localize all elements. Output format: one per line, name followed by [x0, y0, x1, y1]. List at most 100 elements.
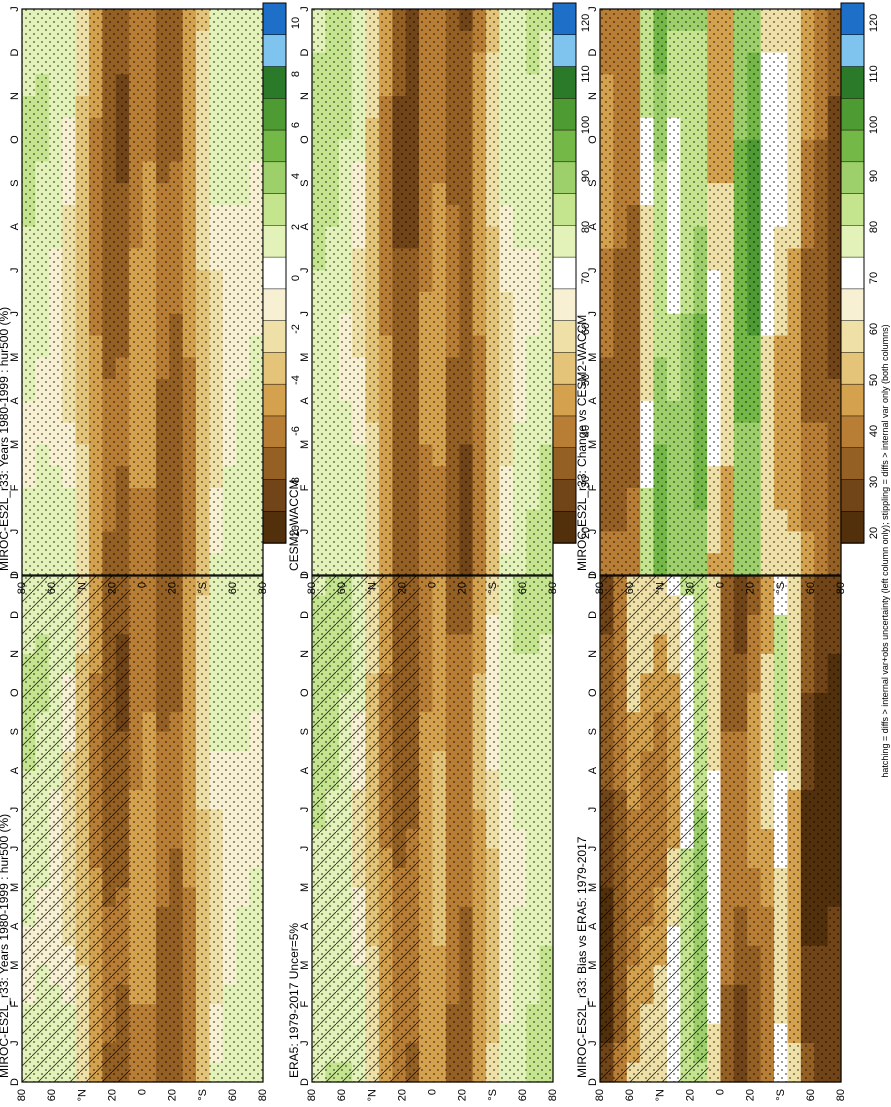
colorbar-segment [840, 320, 865, 354]
month-tick-label: M [587, 353, 599, 362]
colorbar-segment [552, 352, 577, 385]
colorbar-segment [552, 320, 577, 354]
lat-tick-label: 60 [517, 1089, 529, 1101]
colorbar-segment [262, 383, 287, 417]
colorbar-label: 80 [868, 221, 880, 233]
colorbar-segment [840, 129, 865, 163]
month-tick-label: J [299, 267, 311, 273]
lat-tick-label: 0 [137, 1089, 149, 1095]
colorbar-segment [262, 193, 287, 227]
month-tick-label: D [9, 1078, 21, 1086]
panel-title: MIROC-ES2L_r33: Years 1980-1999 : hur500… [0, 307, 11, 571]
colorbar-label: 70 [868, 272, 880, 284]
month-tick-label: J [299, 846, 311, 852]
panel-title: MIROC-ES2L_r33: Years 1980-1999 : hur500… [0, 814, 11, 1078]
colorbar-label: 120 [868, 14, 880, 32]
lat-tick-label: 60 [227, 1089, 239, 1101]
month-tick-label: M [9, 961, 21, 970]
month-tick-label: O [587, 135, 599, 144]
month-tick-label: J [9, 6, 21, 12]
panel-frame [311, 575, 554, 1083]
month-tick-label: J [587, 846, 599, 852]
month-tick-label: F [587, 484, 599, 491]
month-tick-label: J [299, 311, 311, 317]
stippling-overlay [600, 9, 841, 575]
colorbar-segment [840, 2, 865, 36]
colorbar: 120 110 100 90 80 70 60 50 40 30 20 [840, 2, 880, 544]
colorbar-segment [552, 34, 577, 68]
lat-tick-label: 0 [427, 1089, 439, 1095]
month-tick-label: F [299, 1001, 311, 1008]
lat-tick-label: 80 [306, 582, 318, 594]
stippling-overlay [312, 9, 553, 575]
colorbar-segment [262, 320, 287, 354]
colorbar-segment [262, 161, 287, 195]
month-tick-label: O [587, 688, 599, 697]
colorbar-segment [552, 129, 577, 163]
lat-tick-label: 0 [427, 582, 439, 588]
colorbar-segment [840, 193, 865, 227]
colorbar-label: 100 [868, 116, 880, 134]
month-tick-label: J [9, 807, 21, 813]
lat-tick-label: °S [487, 582, 499, 594]
lat-tick-label: 60 [46, 582, 58, 594]
colorbar-segment [840, 66, 865, 100]
month-tick-label: M [299, 440, 311, 449]
lat-tick-label: 60 [517, 582, 529, 594]
colorbar-label: 50 [868, 374, 880, 386]
colorbar-segment [262, 256, 287, 290]
colorbar-label: 50 [580, 374, 592, 386]
month-tick-label: N [9, 92, 21, 100]
lat-tick-label: 20 [167, 582, 179, 594]
lat-tick-label: 60 [805, 582, 817, 594]
month-tick-label: S [299, 728, 311, 735]
colorbar-label: 30 [580, 476, 592, 488]
month-tick-label: D [9, 571, 21, 579]
panel: 80 60 °N 20 0 20 °S 60 80DJFMAMJJASONDJMIROC-ES2… [575, 6, 847, 594]
month-tick-label: J [587, 573, 599, 579]
colorbar-segment [552, 256, 577, 290]
footnote: hatching = diffs > internal var+obs unce… [880, 324, 890, 777]
lat-tick-label: °S [197, 1089, 209, 1101]
colorbar-segment [552, 193, 577, 227]
month-tick-label: D [587, 571, 599, 579]
month-tick-label: D [587, 1078, 599, 1086]
colorbar-label: 0 [290, 275, 302, 281]
month-tick-label: N [587, 92, 599, 100]
hatching-overlay [22, 576, 131, 1082]
lat-tick-label: 20 [396, 582, 408, 594]
month-tick-label: J [587, 529, 599, 535]
lat-tick-label: °N [366, 1089, 378, 1101]
month-tick-label: J [587, 1040, 599, 1046]
panel: 80 60 °N 20 0 20 °S 60 80DJFMAMJJASONDJMIROC-ES2… [575, 573, 847, 1101]
lat-tick-label: 80 [547, 582, 559, 594]
colorbar-label: -8 [290, 477, 302, 487]
colorbar-segment [262, 66, 287, 100]
colorbar-label: -2 [290, 324, 302, 334]
month-tick-label: A [299, 222, 311, 230]
month-tick-label: J [9, 311, 21, 317]
lat-tick-label: 20 [457, 582, 469, 594]
month-tick-label: A [587, 222, 599, 230]
colorbar-label: 4 [290, 173, 302, 179]
month-tick-label: J [299, 529, 311, 535]
month-tick-label: D [299, 49, 311, 57]
month-tick-label: J [587, 311, 599, 317]
colorbar-label: 2 [290, 224, 302, 230]
month-tick-label: M [587, 440, 599, 449]
colorbar-segment [262, 225, 287, 258]
colorbar-segment [840, 161, 865, 195]
month-tick-label: J [299, 807, 311, 813]
month-tick-label: S [9, 179, 21, 186]
month-tick-label: J [587, 6, 599, 12]
colorbar-segment [840, 288, 865, 322]
colorbar-segment [552, 510, 577, 544]
lat-tick-label: 0 [137, 582, 149, 588]
colorbar-segment [840, 352, 865, 385]
month-tick-label: J [9, 1040, 21, 1046]
lat-tick-label: °S [775, 1089, 787, 1101]
month-tick-label: J [9, 529, 21, 535]
lat-tick-label: 80 [835, 582, 847, 594]
month-tick-label: J [299, 1040, 311, 1046]
